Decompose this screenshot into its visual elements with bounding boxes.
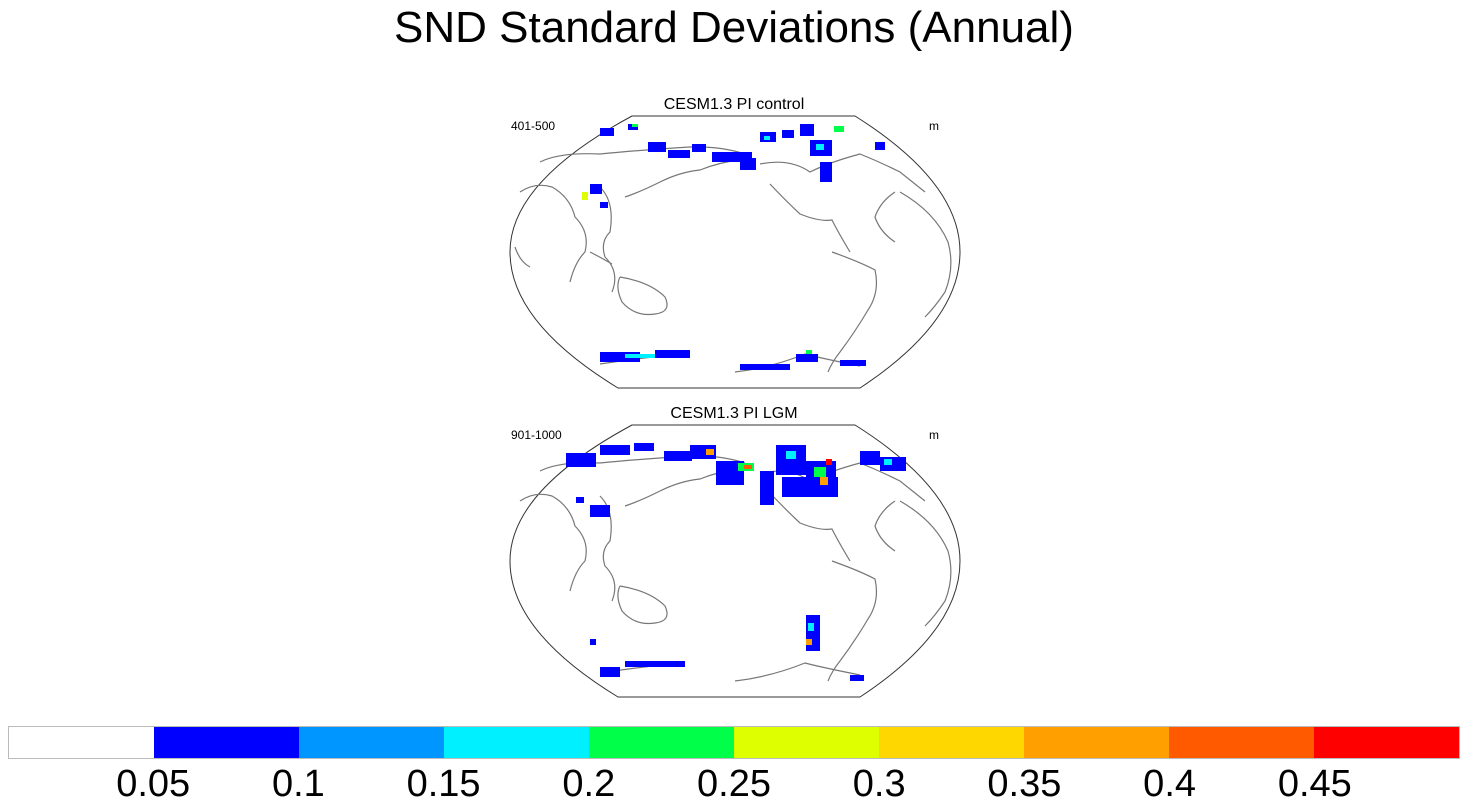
map-panel-control: CESM1.3 PI control 401-500 m — [0, 92, 1468, 392]
colorbar-tick-label: 0.15 — [406, 763, 481, 805]
colorbar-swatch — [1024, 727, 1169, 758]
colorbar-tick-label: 0.3 — [852, 763, 906, 805]
panel-units-label: m — [929, 428, 939, 442]
colorbar-swatch — [9, 727, 154, 758]
colorbar-tick-label: 0.1 — [271, 763, 325, 805]
panel-units-label: m — [929, 119, 939, 133]
colorbar-swatch — [1314, 727, 1459, 758]
colorbar-swatch — [879, 727, 1024, 758]
map-boundary — [509, 115, 961, 389]
colorbar-swatch — [444, 727, 589, 758]
map-boundary — [509, 424, 961, 698]
coastlines — [519, 455, 952, 682]
map-panel-lgm: CESM1.3 PI LGM 901-1000 m — [0, 401, 1468, 701]
colorbar-tick-label: 0.25 — [697, 763, 771, 805]
colorbar-tick-label: 0.35 — [987, 763, 1062, 805]
data-field — [582, 124, 885, 370]
figure-title: SND Standard Deviations (Annual) — [394, 3, 1074, 52]
colorbar-swatch — [1169, 727, 1314, 758]
panel-title: CESM1.3 PI LGM — [670, 405, 798, 422]
colorbar-swatch — [734, 727, 879, 758]
panel-title: CESM1.3 PI control — [663, 96, 805, 113]
colorbar-swatch — [154, 727, 299, 758]
colorbar-swatch — [589, 727, 734, 758]
colorbar-tick-label: 0.4 — [1143, 763, 1197, 805]
world-map — [509, 115, 961, 389]
colorbar — [8, 726, 1460, 759]
colorbar-tick-label: 0.45 — [1277, 763, 1352, 805]
coastlines — [514, 146, 952, 373]
colorbar-tick-label: 0.05 — [116, 763, 191, 805]
world-map — [509, 424, 961, 698]
data-field — [566, 443, 906, 681]
colorbar-tick-label: 0.2 — [562, 763, 616, 805]
colorbar-swatch — [299, 727, 444, 758]
panel-years-label: 901-1000 — [511, 428, 562, 442]
panel-years-label: 401-500 — [511, 119, 556, 133]
